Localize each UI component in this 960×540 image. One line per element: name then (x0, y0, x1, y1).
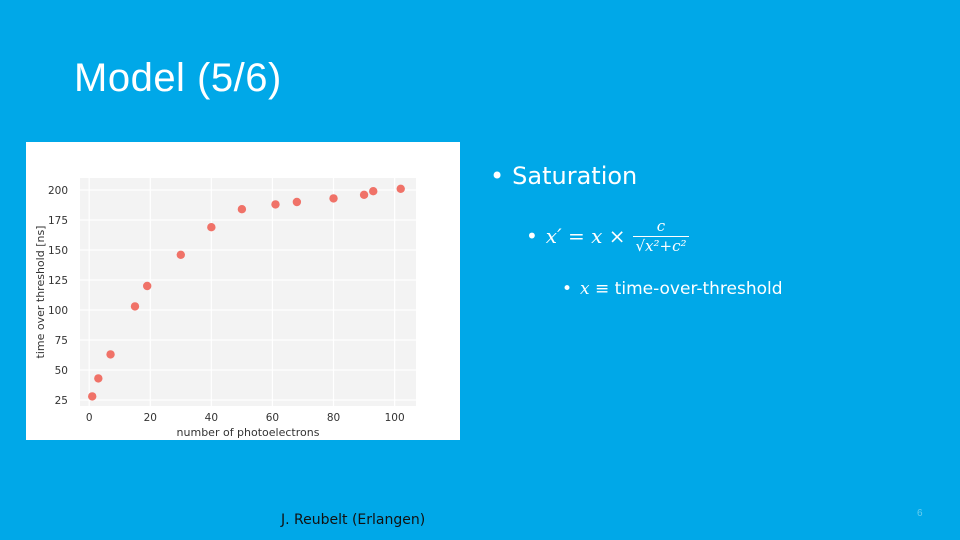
data-point (329, 194, 338, 203)
data-point (94, 374, 103, 383)
chart-figure: 25 50 75 100 125 150 175 200 0 20 40 60 80 100 numbe… (26, 142, 460, 528)
scatter-chart: 25 50 75 100 125 150 175 200 0 20 40 60 80 100 numbe… (34, 178, 416, 439)
y-axis-label: time over threshold [ns] (34, 226, 47, 359)
y-tick-label: 175 (48, 215, 68, 227)
formula-fraction: c √x²+c² (633, 217, 689, 255)
bullet-definition: • x ≡ time-over-threshold (562, 279, 783, 299)
x-tick-label: 80 (327, 412, 340, 424)
x-axis-label: number of photoelectrons (177, 426, 320, 439)
data-point (88, 392, 97, 401)
bullet-saturation: • Saturation (490, 162, 637, 190)
data-point (207, 223, 216, 232)
bullet-text: Saturation (512, 162, 638, 190)
data-point (396, 184, 405, 193)
y-tick-label: 25 (55, 395, 68, 407)
formula-lhs: x′ = x × (545, 224, 626, 248)
data-point (271, 200, 280, 209)
formula-denominator: √x²+c² (633, 235, 689, 255)
data-point (176, 250, 185, 259)
data-point (369, 187, 378, 196)
x-tick-label: 100 (385, 412, 405, 424)
data-point (130, 302, 140, 311)
y-tick-labels: 25 50 75 100 125 150 175 200 (48, 185, 68, 407)
y-tick-label: 75 (55, 335, 68, 347)
formula-numerator: c (656, 217, 666, 235)
y-tick-label: 50 (55, 365, 68, 377)
definition-text: ≡ time-over-threshold (589, 279, 783, 299)
x-tick-label: 0 (86, 412, 93, 424)
x-tick-label: 40 (205, 412, 218, 424)
data-points (88, 184, 405, 401)
x-tick-label: 60 (266, 412, 279, 424)
page-number: 6 (917, 508, 923, 519)
bullet-dot: • (562, 279, 573, 299)
y-tick-label: 100 (48, 305, 68, 317)
x-tick-labels: 0 20 40 60 80 100 (86, 412, 405, 424)
y-tick-label: 150 (48, 245, 68, 257)
bullet-formula: • x′ = x × c √x²+c² (526, 218, 689, 254)
x-tick-label: 20 (144, 412, 157, 424)
data-point (359, 190, 369, 199)
slide-title: Model (5/6) (74, 56, 282, 100)
data-point (143, 281, 152, 291)
bullet-dot: • (490, 162, 505, 190)
data-point (106, 350, 115, 359)
grid-lines (80, 178, 416, 406)
data-point (292, 197, 302, 207)
figure-credit: J. Reubelt (Erlangen) (281, 512, 426, 528)
plot-area (80, 178, 416, 406)
definition-variable: x (580, 279, 590, 299)
data-point (237, 205, 247, 214)
y-tick-label: 200 (48, 185, 68, 197)
bullet-dot: • (526, 224, 538, 248)
y-tick-label: 125 (48, 275, 68, 287)
